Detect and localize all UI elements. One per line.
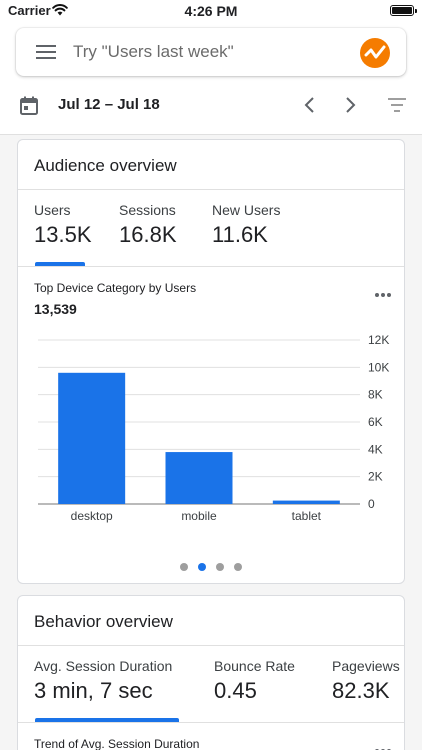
date-range-row: Jul 12 – Jul 18 <box>0 85 422 125</box>
metric-label: Bounce Rate <box>214 658 295 674</box>
metric-label: Avg. Session Duration <box>34 658 173 674</box>
y-tick-label: 8K <box>368 388 383 402</box>
metric-avg-session-duration[interactable]: Avg. Session Duration 3 min, 7 sec <box>34 658 172 704</box>
calendar-icon[interactable] <box>20 96 38 115</box>
more-options-icon[interactable] <box>374 292 392 298</box>
x-tick-label: tablet <box>292 509 322 523</box>
metric-value: 16.8K <box>119 222 177 247</box>
metric-sessions[interactable]: Sessions 16.8K <box>119 202 177 248</box>
carousel-pagination[interactable] <box>18 558 404 576</box>
clock: 4:26 PM <box>184 3 238 19</box>
selected-metric-indicator <box>35 718 179 722</box>
x-tick-label: mobile <box>181 509 217 523</box>
metric-users[interactable]: Users 13.5K <box>34 202 92 248</box>
divider <box>18 189 404 190</box>
selected-metric-indicator <box>35 262 85 266</box>
wifi-icon <box>52 4 68 16</box>
y-tick-label: 2K <box>368 470 383 484</box>
analytics-logo-icon[interactable] <box>360 38 390 68</box>
menu-icon[interactable] <box>36 43 58 61</box>
date-range-label[interactable]: Jul 12 – Jul 18 <box>58 96 160 113</box>
metric-pageviews[interactable]: Pageviews 82.3K <box>332 658 400 704</box>
metric-value: 0.45 <box>214 678 257 703</box>
pagination-dot[interactable] <box>216 563 224 571</box>
metric-value: 13.5K <box>34 222 92 247</box>
pagination-dot[interactable] <box>234 563 242 571</box>
metric-value: 3 min, 7 sec <box>34 678 153 703</box>
y-tick-label: 4K <box>368 442 383 456</box>
chevron-right-icon[interactable] <box>343 96 357 114</box>
battery-icon <box>390 5 417 16</box>
filter-icon[interactable] <box>388 98 406 112</box>
bar-desktop <box>58 372 126 504</box>
metric-value: 82.3K <box>332 678 390 703</box>
bar-tablet <box>272 500 340 504</box>
carrier-label: Carrier <box>8 3 51 18</box>
chart-title: Trend of Avg. Session Duration <box>34 737 200 750</box>
y-tick-label: 0 <box>368 497 375 511</box>
y-tick-label: 10K <box>368 360 389 374</box>
metric-label: Pageviews <box>332 658 400 674</box>
divider <box>18 266 404 267</box>
metric-label: Users <box>34 202 71 218</box>
card-title: Behavior overview <box>34 612 173 631</box>
behavior-overview-card: Behavior overview Avg. Session Duration … <box>17 595 405 750</box>
y-tick-label: 12K <box>368 333 389 347</box>
chevron-left-icon[interactable] <box>303 96 317 114</box>
metric-bounce-rate[interactable]: Bounce Rate 0.45 <box>214 658 295 704</box>
status-bar: Carrier 4:26 PM <box>0 0 422 22</box>
y-tick-label: 6K <box>368 415 383 429</box>
metric-new-users[interactable]: New Users 11.6K <box>212 202 280 248</box>
x-tick-label: desktop <box>71 509 113 523</box>
metric-label: New Users <box>212 202 281 218</box>
audience-overview-card: Audience overview Users 13.5K Sessions 1… <box>17 139 405 584</box>
card-title: Audience overview <box>34 156 177 175</box>
metric-label: Sessions <box>119 202 176 218</box>
search-bar[interactable]: Try "Users last week" <box>16 28 406 76</box>
divider <box>18 722 404 723</box>
divider <box>18 645 404 646</box>
chart-total: 13,539 <box>34 301 77 317</box>
metric-value: 11.6K <box>212 222 268 247</box>
bar-mobile <box>165 452 233 504</box>
pagination-dot[interactable] <box>198 563 206 571</box>
device-category-bar-chart: 0 2K 4K 6K 8K 10K 12K desktop mobile tablet <box>38 333 389 523</box>
search-input[interactable]: Try "Users last week" <box>73 42 234 61</box>
pagination-dot[interactable] <box>180 563 188 571</box>
app-header: Try "Users last week" Jul 12 – Jul 18 <box>0 22 422 135</box>
chart-title: Top Device Category by Users <box>34 281 197 295</box>
